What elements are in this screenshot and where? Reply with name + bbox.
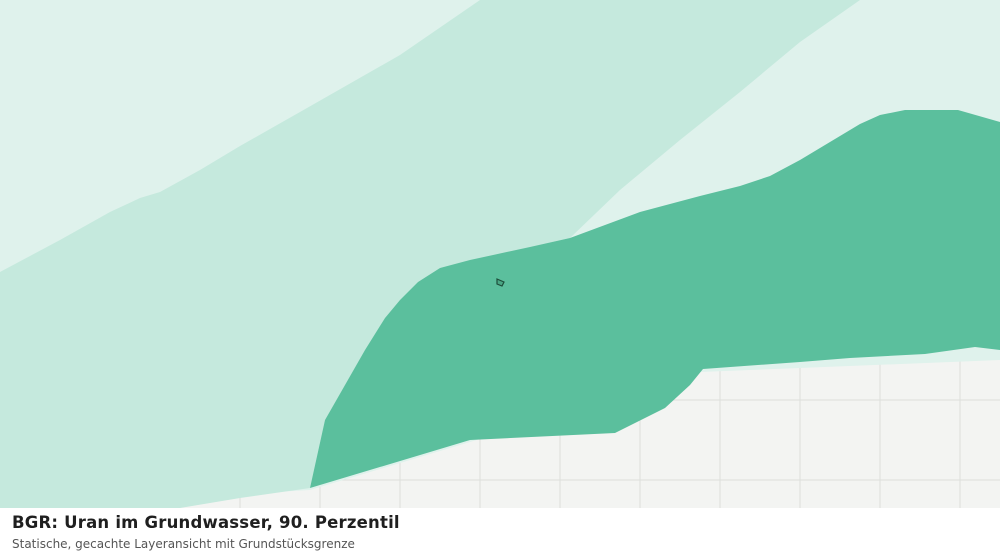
zone-medium — [0, 0, 860, 508]
parcel-boundary — [496, 278, 505, 287]
map-subtitle: Statische, gecachte Layeransicht mit Gru… — [12, 537, 355, 551]
zone-high — [310, 110, 1000, 488]
map-title: BGR: Uran im Grundwasser, 90. Perzentil — [12, 513, 400, 532]
map-view — [0, 0, 1000, 508]
